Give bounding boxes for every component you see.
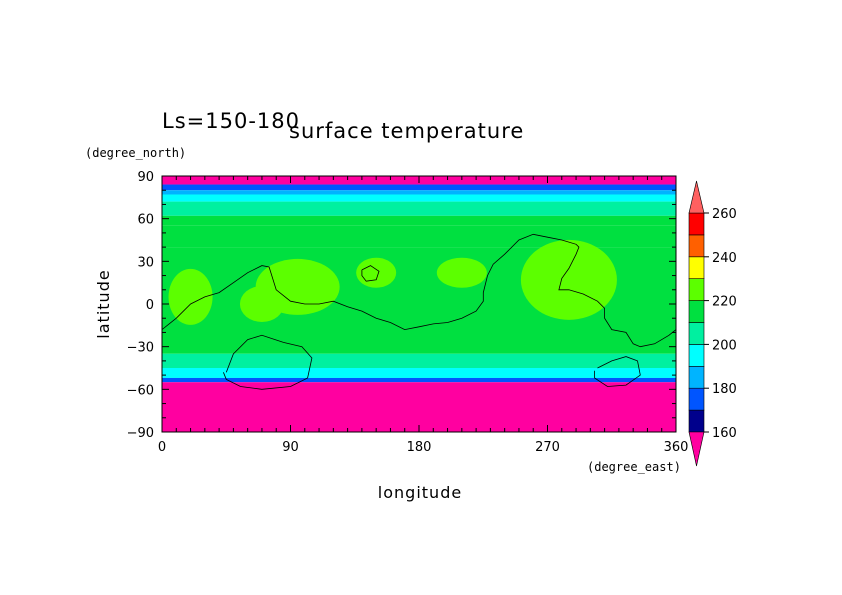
lat-band-5 — [162, 215, 676, 226]
x-axis-units: (degree_east) — [587, 460, 681, 474]
x-tick-label: 270 — [535, 440, 560, 455]
colorbar-swatch — [688, 278, 705, 301]
x-tick-label: 0 — [158, 440, 166, 455]
colorbar-swatch — [688, 344, 705, 367]
colorbar-swatch — [688, 212, 705, 236]
colorbar-swatch — [688, 234, 705, 258]
x-axis-title: longitude — [378, 483, 462, 502]
x-tick-label: 360 — [664, 440, 689, 455]
heatmap-field — [162, 176, 676, 432]
lat-band-9 — [162, 368, 676, 378]
contour-line-1 — [223, 334, 313, 390]
lat-band-4 — [162, 201, 676, 216]
y-tick-label: 60 — [137, 213, 154, 228]
colorbar-swatch — [688, 300, 705, 323]
colorbar-tick-label: 240 — [712, 251, 737, 266]
colorbar-swatch — [688, 256, 705, 279]
colorbar-upper-extend — [688, 180, 705, 214]
warm-region-5 — [239, 286, 284, 322]
lat-band-10 — [162, 377, 676, 383]
y-tick-label: −30 — [127, 341, 154, 356]
lat-band-6 — [162, 225, 676, 248]
colorbar-lower-extend — [688, 431, 705, 467]
colorbar: 160 180 200 220 240 260 — [688, 180, 737, 467]
colorbar-swatch — [688, 365, 705, 389]
lat-band-8 — [162, 353, 676, 368]
colorbar-tick-label: 260 — [712, 207, 737, 222]
y-tick-label: −60 — [127, 383, 154, 398]
colorbar-tick-label: 200 — [712, 338, 737, 353]
lat-band-1 — [162, 184, 676, 191]
lat-band-11 — [162, 382, 676, 432]
contour-line-3 — [594, 356, 641, 387]
warm-region-4 — [168, 268, 213, 325]
warm-region-2 — [356, 257, 397, 288]
y-axis-title: latitude — [94, 269, 113, 338]
colorbar-tick-label: 180 — [712, 382, 737, 397]
y-tick-label: 90 — [137, 170, 154, 185]
y-tick-label: 30 — [137, 255, 154, 270]
y-tick-label: 0 — [146, 298, 154, 313]
y-axis-units: (degree_north) — [85, 146, 186, 160]
warm-region-3 — [436, 257, 487, 288]
colorbar-swatch — [688, 387, 705, 411]
x-tick-label: 180 — [407, 440, 432, 455]
x-tick-label: 90 — [282, 440, 299, 455]
colorbar-swatch — [688, 409, 705, 433]
contour-lines — [162, 233, 676, 390]
lat-band-3 — [162, 194, 676, 202]
warm-region-0 — [520, 239, 617, 320]
lat-band-2 — [162, 190, 676, 195]
x-axis-ticks: 0 90 180 270 360 — [158, 176, 689, 455]
contour-line-2 — [361, 265, 380, 282]
contour-line-0 — [162, 233, 676, 348]
chart-title: surface temperature — [289, 119, 524, 143]
colorbar-swatch — [688, 322, 705, 345]
colorbar-tick-label: 160 — [712, 426, 737, 441]
y-tick-label: −90 — [127, 426, 154, 441]
colorbar-tick-label: 220 — [712, 295, 737, 310]
y-axis-ticks: 90 60 30 0 −30 −60 −90 — [127, 170, 676, 441]
chart-subtitle: Ls=150-180 — [162, 109, 300, 133]
